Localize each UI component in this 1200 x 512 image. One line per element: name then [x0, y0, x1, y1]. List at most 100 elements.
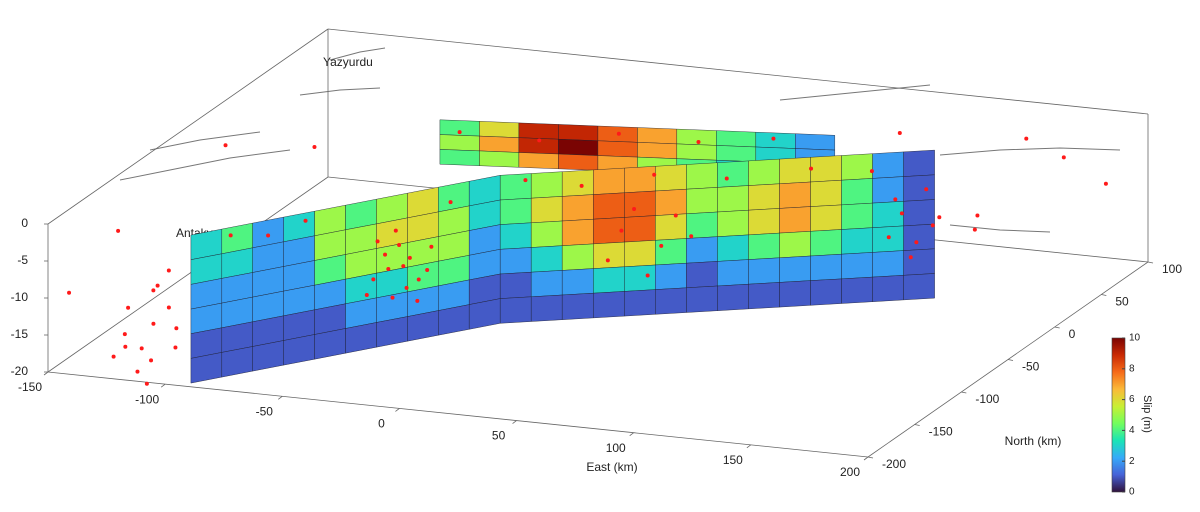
earthquake	[1061, 155, 1066, 160]
y-tick-label: -50	[1022, 360, 1040, 374]
earthquake	[924, 187, 929, 192]
earthquake	[696, 139, 701, 144]
colorbar-tick-label: 0	[1129, 487, 1135, 498]
x-tick	[160, 383, 166, 388]
slip-patch	[686, 261, 718, 289]
x-tick	[863, 456, 869, 461]
earthquake	[144, 381, 149, 386]
earthquake	[429, 244, 434, 249]
fault-trace	[119, 149, 291, 181]
x-tick-label: 50	[492, 429, 506, 443]
slip-patch	[593, 266, 625, 294]
slip-patch	[841, 178, 873, 206]
earthquake	[139, 346, 144, 351]
earthquakes	[67, 130, 1108, 386]
earthquake	[303, 218, 308, 223]
earthquake	[371, 277, 376, 282]
slip-patch	[903, 174, 935, 202]
earthquake	[523, 178, 528, 183]
slip-patch	[562, 194, 594, 222]
colorbar	[1111, 337, 1126, 493]
earthquake	[393, 228, 398, 233]
slip-patch	[531, 171, 563, 199]
earthquake	[266, 233, 271, 238]
earthquake	[771, 136, 776, 141]
y-tick-label: 0	[1069, 327, 1076, 341]
slip-patch	[810, 229, 842, 257]
earthquake	[689, 234, 694, 239]
earthquake	[652, 172, 657, 177]
x-tick-label: -150	[18, 380, 42, 394]
slip-patch	[531, 196, 563, 224]
y-tick	[961, 391, 967, 394]
x-tick-label: -50	[256, 404, 274, 418]
earthquake	[126, 305, 131, 310]
slip-patch	[748, 232, 780, 260]
earthquake	[151, 288, 156, 293]
earthquake	[579, 183, 584, 188]
y-tick-label: -200	[882, 457, 906, 471]
slip-patch	[717, 209, 749, 237]
earthquake	[893, 197, 898, 202]
z-tick-label: 0	[21, 216, 28, 230]
slip-patch	[558, 138, 599, 156]
slip-patch	[500, 197, 532, 225]
earthquake	[151, 321, 156, 326]
y-axis-label: North (km)	[1005, 434, 1062, 448]
slip-patch	[717, 160, 749, 188]
earthquake	[155, 283, 160, 288]
slip-patch	[479, 121, 520, 138]
slip-patch	[624, 166, 656, 194]
earthquake	[407, 255, 412, 260]
x-tick	[43, 371, 49, 376]
fault-plane	[500, 149, 935, 324]
x-tick-label: -100	[135, 392, 159, 406]
earthquake	[975, 213, 980, 218]
slip-patch	[755, 131, 796, 149]
y-tick	[867, 456, 874, 459]
y-tick	[1101, 294, 1107, 296]
slip-patch	[841, 276, 873, 304]
earthquake	[457, 130, 462, 135]
earthquake	[404, 285, 409, 290]
slip-patch	[593, 291, 625, 319]
z-tick-label: -10	[11, 290, 29, 304]
slip-patch	[624, 240, 656, 268]
slip-patch	[903, 248, 935, 276]
slip-patch	[686, 187, 718, 215]
slip-patch	[716, 145, 756, 163]
box-edge	[47, 371, 869, 458]
earthquake	[1103, 181, 1108, 186]
slip-patch	[531, 270, 563, 298]
slip-patch	[903, 149, 935, 177]
x-tick-label: 100	[606, 441, 626, 455]
earthquake	[937, 215, 942, 220]
colorbar-tick-label: 2	[1129, 456, 1135, 467]
slip-patch	[779, 255, 811, 283]
earthquake	[383, 252, 388, 257]
earthquake	[364, 293, 369, 297]
earthquake	[869, 169, 874, 174]
slip-patch	[841, 153, 873, 181]
slip-patch	[558, 124, 599, 142]
slip-patch	[479, 135, 520, 153]
slip-patch	[717, 259, 749, 287]
slip-patch	[637, 142, 677, 159]
slip-patch	[810, 179, 842, 207]
colorbar-tick-label: 10	[1129, 333, 1141, 344]
earthquake	[122, 332, 127, 337]
box-edge	[47, 176, 329, 373]
x-axis-label: East (km)	[586, 460, 637, 474]
slip-patch	[597, 140, 638, 158]
box-edge	[327, 28, 1149, 115]
fault-trace	[299, 87, 381, 96]
earthquake	[632, 206, 637, 211]
colorbar-tick-label: 4	[1129, 425, 1135, 436]
earthquake	[166, 268, 171, 273]
earthquake	[67, 290, 72, 295]
surface-fault-traces	[119, 47, 1121, 233]
slip-patch	[500, 247, 532, 275]
slip-patch	[655, 238, 687, 266]
z-tick-label: -15	[11, 327, 29, 341]
